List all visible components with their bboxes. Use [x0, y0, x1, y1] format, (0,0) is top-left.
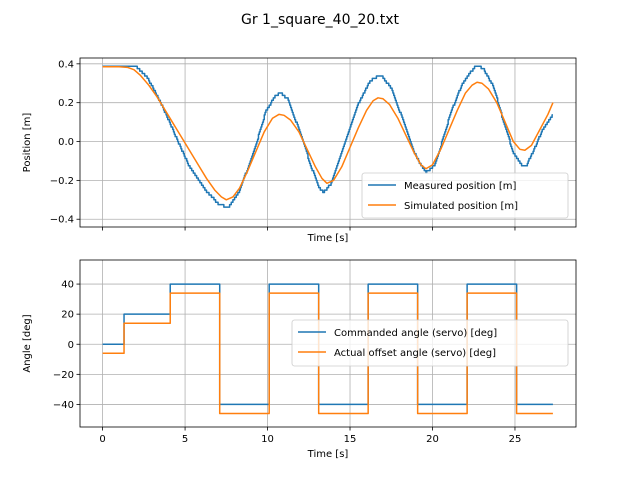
x-tick-label: 20: [426, 434, 439, 445]
series-line-1: [102, 65, 554, 201]
angle-chart-ticks: 0 5 10 15 20 25 −40 −20 0 20 40: [53, 280, 521, 445]
y-tick-label: −20: [53, 370, 74, 381]
position-chart-legend: Measured position [m] Simulated position…: [361, 172, 569, 219]
y-tick-label: 40: [61, 280, 74, 291]
series-line-0: [102, 65, 553, 208]
angle-chart-legend: Commanded angle (servo) [deg] Actual off…: [291, 319, 569, 367]
legend-label-simulated-position: Simulated position [m]: [404, 201, 518, 212]
y-tick-label: −0.2: [50, 176, 74, 187]
x-tick-label: 15: [344, 434, 357, 445]
y-tick-label: 0.2: [58, 98, 74, 109]
legend-label-measured-position: Measured position [m]: [404, 181, 516, 192]
position-chart-ylabel: Position [m]: [22, 113, 33, 173]
y-tick-label: 0.4: [58, 59, 74, 70]
y-tick-label: 0: [68, 340, 74, 351]
position-chart-ticks: −0.4 −0.2 0.0 0.2 0.4: [50, 59, 516, 231]
y-tick-label: 0.0: [58, 137, 74, 148]
y-tick-label: −0.4: [50, 215, 74, 226]
figure-title: Gr 1_square_40_20.txt: [241, 12, 400, 28]
legend-label-commanded-angle: Commanded angle (servo) [deg]: [334, 328, 497, 339]
position-legend-box: [361, 172, 569, 219]
position-chart-grid: [80, 58, 576, 227]
angle-chart-ylabel: Angle [deg]: [22, 314, 33, 372]
angle-chart: 0 5 10 15 20 25 −40 −20 0 20 40 Time [s] Angle [de…: [22, 259, 577, 460]
position-chart-series: [102, 65, 554, 208]
position-chart: −0.4−0.20.00.20.4 Time [s] Position [m] …: [22, 57, 577, 244]
angle-chart-frame: [79, 259, 577, 428]
angle-chart-xlabel: Time [s]: [307, 449, 349, 460]
y-tick-label: 20: [61, 310, 74, 321]
x-tick-label: 0: [99, 434, 105, 445]
x-tick-label: 25: [509, 434, 522, 445]
x-tick-label: 10: [261, 434, 274, 445]
y-tick-label: −40: [53, 400, 74, 411]
x-tick-label: 5: [182, 434, 188, 445]
position-chart-xlabel: Time [s]: [307, 233, 349, 244]
angle-legend-box: [291, 319, 569, 367]
position-chart-frame: [79, 57, 577, 228]
legend-label-actual-offset-angle: Actual offset angle (servo) [deg]: [334, 348, 496, 359]
